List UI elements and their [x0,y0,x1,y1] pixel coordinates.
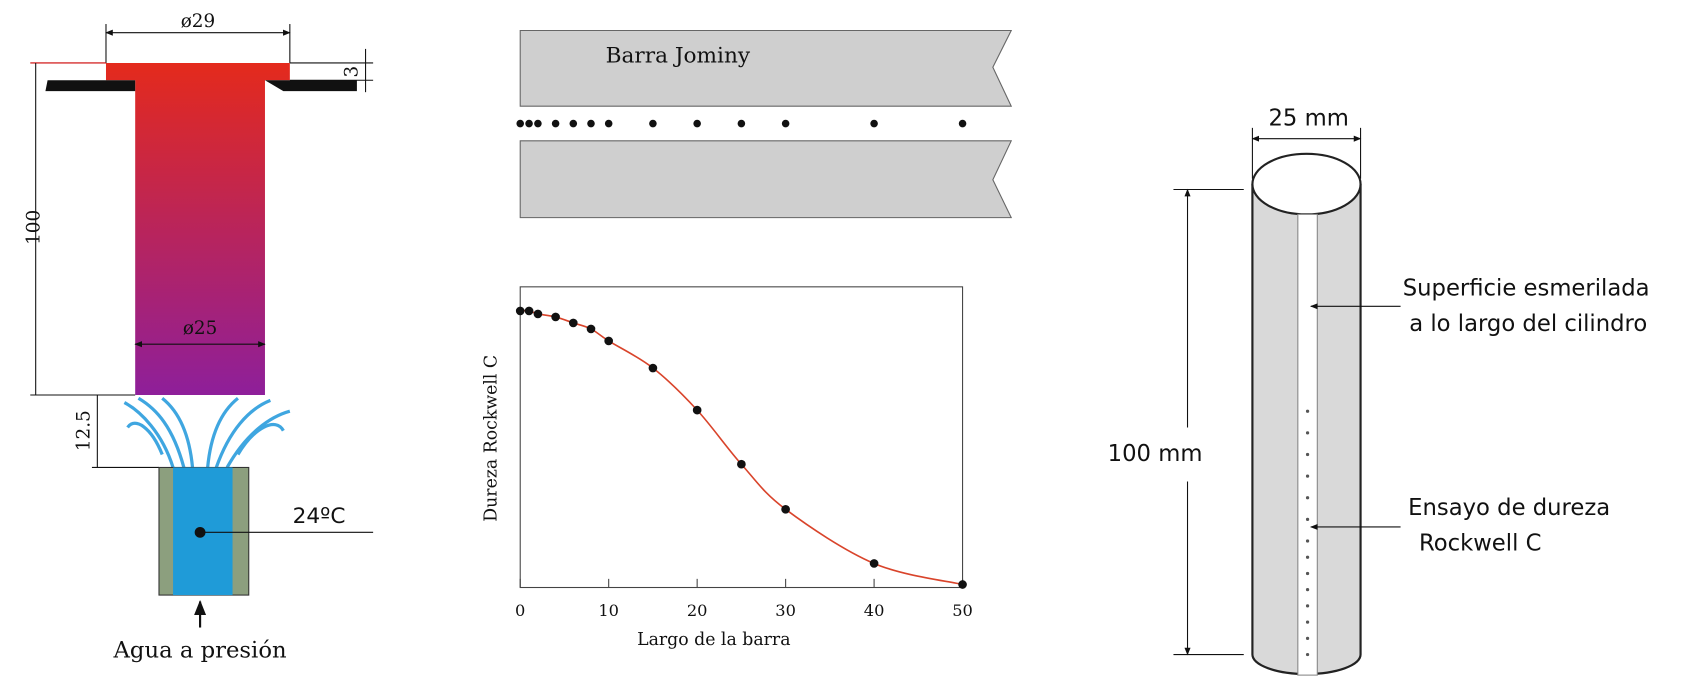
point [551,312,560,322]
x-tick-label: 0 [515,601,525,620]
bar-point [534,119,542,128]
bar-point [587,119,595,128]
bar-point [870,119,878,128]
label: 12.5 [73,410,94,451]
point [533,309,543,319]
chart: Dureza Rockwell C Largo de la barra 0 10 2… [482,286,973,650]
indents [1305,409,1310,657]
specimen: 25 mm 100 mm Superficie esmerilada a lo … [1108,106,1650,676]
bar-shape [519,29,1013,219]
point [869,559,879,568]
cylinder-top [1251,152,1362,216]
label: Ensayo de dureza [1408,495,1610,521]
bar-point [516,119,525,128]
x-axis-label: Largo de la barra [637,630,790,650]
label: ø25 [183,318,217,339]
point [781,505,790,514]
label: 24ºC [293,504,346,529]
bar-point [737,119,746,128]
label: 25 mm [1268,106,1348,132]
jominy-setup: ø29 3 100 ø25 12.5 24ºC Agua a presión [24,11,374,663]
bar-point [551,119,560,128]
label: Agua a presión [113,637,287,663]
measure-points [516,119,967,128]
jominy-bar: Barra Jominy [519,29,1013,219]
x-tick-label: 20 [687,601,708,620]
point [515,306,525,316]
bar-point [781,119,790,128]
x-tick-label: 30 [775,601,796,620]
bar-point [525,119,533,128]
thermocouple [194,526,206,538]
label: Rockwell C [1419,531,1542,557]
x-tick-label: 10 [598,601,619,620]
bar-point [693,119,701,128]
label: a lo largo del cilindro [1409,311,1647,337]
curve [520,309,963,586]
point [568,318,578,328]
ground-strip [1297,213,1318,676]
point [737,459,746,469]
bar-point [569,119,578,128]
label: Barra Jominy [606,43,751,68]
water-spray [123,396,291,469]
x-tick-label: 40 [864,601,885,620]
label: Superficie esmerilada [1403,276,1650,302]
x-tick-label: 50 [952,601,973,620]
y-axis-label: Dureza Rockwell C [482,355,502,522]
label: 100 mm [1108,441,1203,467]
label: 3 [342,66,363,78]
support [45,80,357,92]
label: ø29 [181,11,215,32]
point [604,336,614,346]
label: 100 [24,210,45,245]
bar-point [649,119,657,128]
point [958,580,967,589]
bar-body [105,62,290,395]
point [524,306,534,316]
bar-point [958,119,967,128]
plot-frame [519,286,964,589]
bar-point [604,119,613,128]
point [586,324,596,334]
point [692,405,702,415]
point [648,363,658,373]
